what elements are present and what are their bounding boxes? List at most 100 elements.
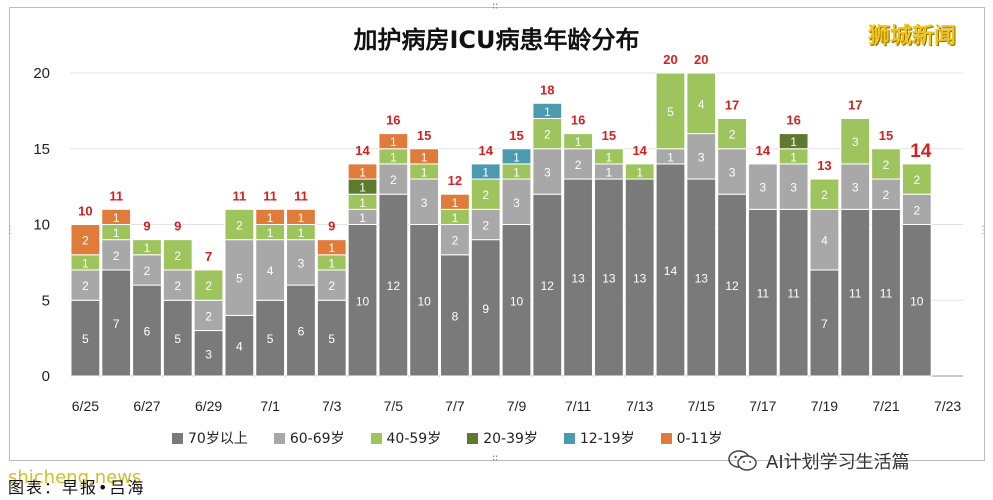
segment-value-label: 11 <box>757 287 770 301</box>
segment-value-label: 14 <box>664 264 678 278</box>
legend-label: 0-11岁 <box>676 431 723 447</box>
bar-segment <box>347 224 378 377</box>
segment-value-label: 1 <box>452 196 459 210</box>
segment-value-label: 1 <box>513 150 520 164</box>
segment-value-label: 2 <box>328 279 335 293</box>
segment-value-label: 5 <box>267 332 274 346</box>
bar-segment <box>532 148 563 195</box>
bar-segment <box>470 239 501 377</box>
segment-value-label: 3 <box>852 181 859 195</box>
segment-value-label: 1 <box>544 105 551 119</box>
segment-value-label: 2 <box>452 234 459 248</box>
legend-label: 20-39岁 <box>483 431 538 447</box>
segment-value-label: 1 <box>298 226 305 240</box>
segment-value-label: 4 <box>236 340 243 354</box>
segment-value-label: 2 <box>82 279 89 293</box>
segment-value-label: 1 <box>575 135 582 149</box>
segment-value-label: 1 <box>606 165 613 179</box>
segment-value-label: 12 <box>725 279 739 293</box>
segment-value-label: 1 <box>606 150 613 164</box>
bar-segment <box>132 239 162 256</box>
bar-segment <box>717 148 747 195</box>
segment-value-label: 10 <box>510 294 524 308</box>
bar-segment <box>532 193 563 377</box>
legend-swatch <box>172 432 183 444</box>
segment-value-label: 2 <box>174 279 181 293</box>
x-tick-label: 7/7 <box>445 398 465 414</box>
bar-total-label: 14 <box>756 143 771 158</box>
segment-value-label: 2 <box>821 188 828 202</box>
bar-segment <box>316 239 347 256</box>
brand-logo: 狮城新闻 <box>868 23 957 49</box>
segment-value-label: 10 <box>910 294 924 308</box>
bar-total-label: 17 <box>725 97 739 112</box>
resize-handle-left[interactable]: ⋮ <box>5 225 15 236</box>
segment-value-label: 11 <box>880 287 893 301</box>
segment-value-label: 2 <box>205 279 212 293</box>
legend-swatch <box>660 432 672 444</box>
segment-value-label: 5 <box>328 332 335 346</box>
bar-segment <box>809 178 840 210</box>
segment-value-label: 2 <box>82 234 89 248</box>
bar-segment <box>286 284 316 377</box>
bar-segment <box>778 133 809 150</box>
segment-value-label: 7 <box>113 317 120 331</box>
bar-segment <box>532 102 563 119</box>
segment-value-label: 1 <box>359 196 366 210</box>
x-tick-label: 7/1 <box>260 398 280 414</box>
bar-segment <box>686 133 717 180</box>
bar-segment <box>501 224 532 377</box>
segment-value-label: 2 <box>913 173 920 187</box>
bar-segment <box>409 148 440 165</box>
bar-segment <box>193 269 224 301</box>
segment-value-label: 2 <box>174 249 181 263</box>
bar-total-label: 17 <box>848 97 862 112</box>
wechat-account[interactable]: AI计划学习生活篇 <box>728 448 910 474</box>
legend-swatch <box>273 432 285 444</box>
bar-segment <box>70 299 101 377</box>
bar-segment <box>316 299 347 377</box>
bar-segment <box>101 208 132 226</box>
bar-total-label: 10 <box>78 204 92 219</box>
y-tick-label: 0 <box>42 368 50 385</box>
segment-value-label: 11 <box>849 287 862 301</box>
bar-total-label: 11 <box>263 188 277 203</box>
bar-total-label: 15 <box>509 128 523 143</box>
segment-value-label: 2 <box>113 249 120 263</box>
segment-value-label: 12 <box>387 279 401 293</box>
segment-value-label: 1 <box>513 165 520 179</box>
chart-legend: 70岁以上 60-69岁 40-59岁 20-39岁 12-19岁 0-11岁 <box>172 428 748 448</box>
legend-item: 12-19岁 <box>563 428 635 448</box>
segment-value-label: 7 <box>821 317 828 331</box>
segment-value-label: 1 <box>113 226 120 240</box>
bar-segment <box>162 239 193 271</box>
segment-value-label: 2 <box>575 158 582 172</box>
segment-value-label: 3 <box>729 165 736 179</box>
legend-label: 70岁以上 <box>188 431 248 447</box>
legend-swatch <box>370 432 382 444</box>
legend-item: 70岁以上 <box>172 428 248 448</box>
bar-segment <box>747 163 778 210</box>
resize-handle-right[interactable]: ⋮ <box>978 225 988 236</box>
bar-segment <box>409 224 440 377</box>
bar-total-label: 16 <box>571 113 585 128</box>
legend-swatch <box>467 432 479 444</box>
segment-value-label: 1 <box>359 181 366 195</box>
segment-value-label: 13 <box>602 272 616 286</box>
segment-value-label: 1 <box>421 165 428 179</box>
resize-handle-top[interactable]: ∷ <box>492 1 499 12</box>
segment-value-label: 1 <box>328 256 335 270</box>
bar-segment <box>901 163 932 195</box>
segment-value-label: 3 <box>205 347 212 361</box>
watermark: shicheng.news <box>8 467 142 488</box>
chart-credit: 图表：早报•吕海 <box>8 478 146 497</box>
bar-segment <box>347 163 378 180</box>
bar-segment <box>717 117 747 150</box>
bar-segment <box>532 117 563 150</box>
bar-segment <box>655 72 686 150</box>
segment-value-label: 3 <box>852 135 859 149</box>
resize-handle-bottom[interactable]: ∷ <box>492 453 499 464</box>
bar-segment <box>593 148 624 165</box>
y-tick-label: 15 <box>33 141 50 158</box>
x-tick-label: 7/13 <box>626 398 653 414</box>
